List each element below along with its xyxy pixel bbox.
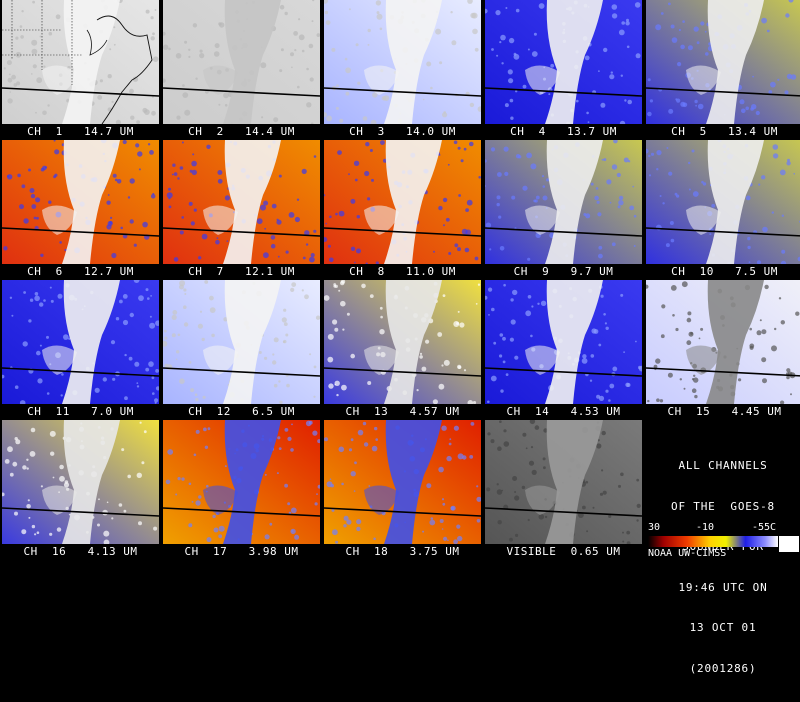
info-line: (2001286)	[646, 662, 800, 676]
channel-image	[324, 420, 481, 544]
scale-label-warm: 30	[648, 522, 660, 533]
channel-label: CH 3 14.0 UM	[322, 124, 483, 140]
channel-panel: CH 4 13.7 UM	[483, 0, 644, 140]
info-line: 13 OCT 01	[646, 621, 800, 635]
channel-image	[485, 420, 642, 544]
channel-label: CH 9 9.7 UM	[483, 264, 644, 280]
channel-panel: CH 15 4.45 UM	[644, 280, 800, 420]
satellite-image	[163, 140, 320, 264]
channel-panel: CH 16 4.13 UM	[0, 420, 161, 560]
channel-panel: CH 8 11.0 UM	[322, 140, 483, 280]
channel-image	[163, 0, 320, 124]
channel-image	[485, 0, 642, 124]
channel-panel: CH 12 6.5 UM	[161, 280, 322, 420]
channel-label: CH 8 11.0 UM	[322, 264, 483, 280]
satellite-image	[324, 280, 481, 404]
channel-image	[324, 280, 481, 404]
channel-label: CH 4 13.7 UM	[483, 124, 644, 140]
satellite-image	[163, 0, 320, 124]
channel-image	[324, 0, 481, 124]
channel-panel: CH 5 13.4 UM	[644, 0, 800, 140]
channel-image	[2, 280, 159, 404]
channel-panel: CH 11 7.0 UM	[0, 280, 161, 420]
channel-image	[163, 140, 320, 264]
channel-label: VISIBLE 0.65 UM	[483, 544, 644, 560]
info-line: OF THE GOES-8	[646, 500, 800, 514]
channel-label: CH 17 3.98 UM	[161, 544, 322, 560]
channel-label: CH 18 3.75 UM	[322, 544, 483, 560]
channel-image	[485, 140, 642, 264]
satellite-image	[646, 0, 800, 124]
channel-panel: CH 3 14.0 UM	[322, 0, 483, 140]
channel-label: CH 12 6.5 UM	[161, 404, 322, 420]
channel-panel: CH 9 9.7 UM	[483, 140, 644, 280]
channel-panel: CH 6 12.7 UM	[0, 140, 161, 280]
satellite-image	[2, 280, 159, 404]
channel-label: CH 10 7.5 UM	[644, 264, 800, 280]
satellite-image	[2, 140, 159, 264]
channel-image	[163, 280, 320, 404]
channel-image	[324, 140, 481, 264]
color-scale-labels: 30 -10 -55C	[648, 522, 800, 534]
channel-label: CH 2 14.4 UM	[161, 124, 322, 140]
channel-panel: CH 1 14.7 UM	[0, 0, 161, 140]
satellite-image	[324, 140, 481, 264]
satellite-image	[485, 280, 642, 404]
satellite-image	[2, 420, 159, 544]
channel-label: CH 16 4.13 UM	[0, 544, 161, 560]
channel-label: CH 13 4.57 UM	[322, 404, 483, 420]
channel-image	[2, 420, 159, 544]
channel-label: CH 7 12.1 UM	[161, 264, 322, 280]
satellite-image	[324, 420, 481, 544]
channel-panel: VISIBLE 0.65 UM	[483, 420, 644, 560]
channel-image	[646, 280, 800, 404]
channel-image	[646, 140, 800, 264]
satellite-image	[163, 420, 320, 544]
channel-image	[646, 0, 800, 124]
channel-label: CH 6 12.7 UM	[0, 264, 161, 280]
channel-image	[2, 0, 159, 124]
scale-label-mid: -10	[696, 522, 714, 533]
info-text: ALL CHANNELS OF THE GOES-8 SOUNDER FOR 1…	[646, 432, 800, 702]
channel-label: CH 1 14.7 UM	[0, 124, 161, 140]
satellite-image	[2, 0, 159, 124]
channel-image	[485, 280, 642, 404]
channel-panel: CH 13 4.57 UM	[322, 280, 483, 420]
scale-label-cold: -55C	[752, 522, 776, 533]
channel-image	[163, 420, 320, 544]
credit-text: NOAA UW-CIMSS	[648, 548, 788, 559]
satellite-image	[485, 140, 642, 264]
channel-label: CH 14 4.53 UM	[483, 404, 644, 420]
channel-image	[2, 140, 159, 264]
info-line: ALL CHANNELS	[646, 459, 800, 473]
channel-panel: CH 10 7.5 UM	[644, 140, 800, 280]
channel-panel: CH 7 12.1 UM	[161, 140, 322, 280]
satellite-image	[485, 420, 642, 544]
channel-label: CH 11 7.0 UM	[0, 404, 161, 420]
channel-panel: CH 18 3.75 UM	[322, 420, 483, 560]
channel-panel: CH 17 3.98 UM	[161, 420, 322, 560]
satellite-image	[324, 0, 481, 124]
satellite-image	[485, 0, 642, 124]
channel-label: CH 5 13.4 UM	[644, 124, 800, 140]
channel-label: CH 15 4.45 UM	[644, 404, 800, 420]
channel-panel: CH 2 14.4 UM	[161, 0, 322, 140]
info-line: 19:46 UTC ON	[646, 581, 800, 595]
satellite-image	[646, 140, 800, 264]
satellite-image	[163, 280, 320, 404]
satellite-image	[646, 280, 800, 404]
channel-panel: CH 14 4.53 UM	[483, 280, 644, 420]
